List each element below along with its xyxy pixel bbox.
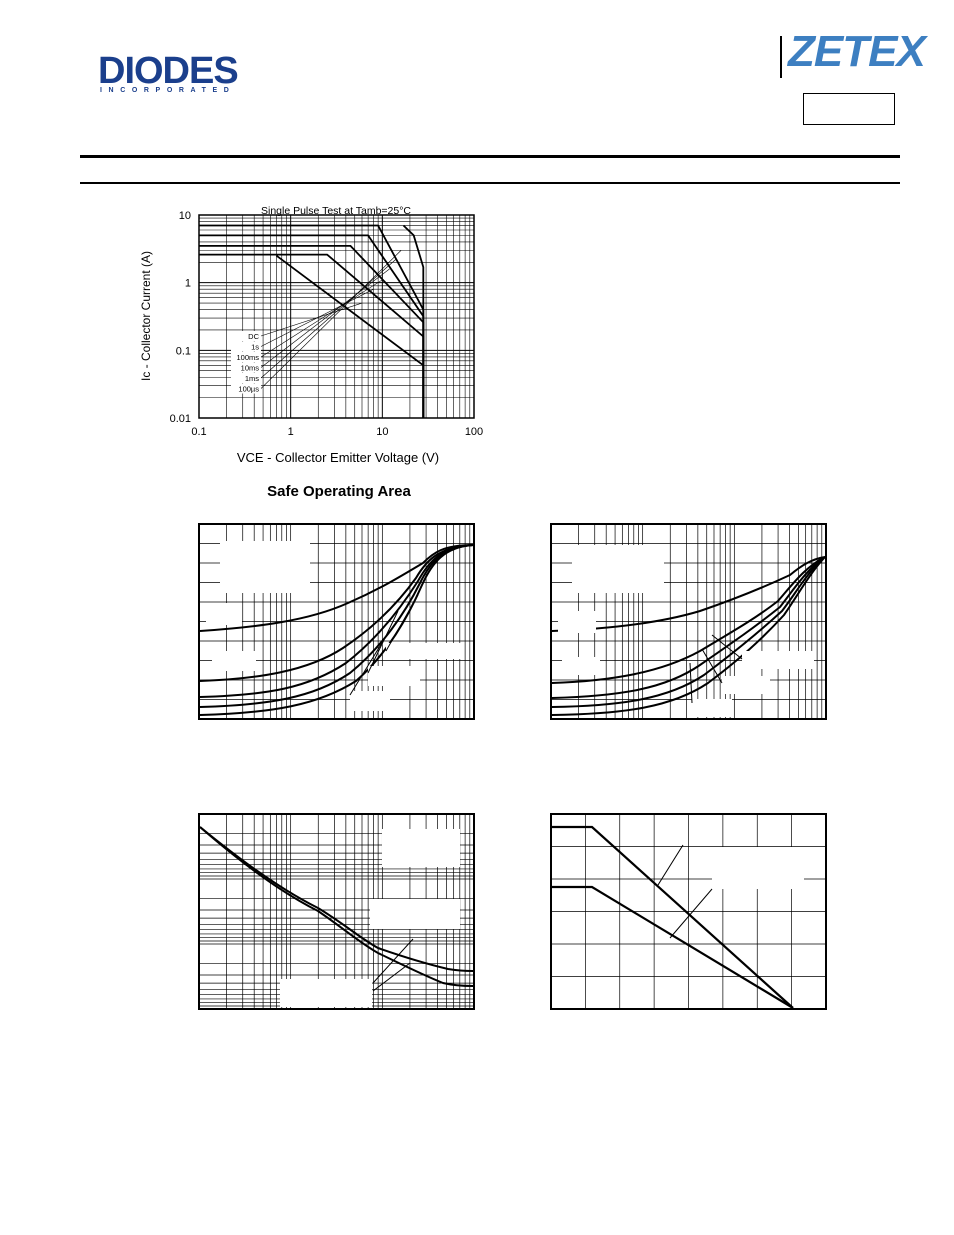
chart-2-label-box [220, 541, 310, 593]
soa-series-line [402, 224, 425, 418]
chart-5-pointer-1 [657, 844, 684, 886]
chart-2-pointer-3 [349, 632, 389, 696]
chart-3-label-a [558, 611, 596, 633]
chart-5-grid [551, 814, 826, 1009]
diodes-logo: DIODES [98, 50, 239, 92]
chart-3-label-box [572, 545, 664, 593]
header-rule-bottom [80, 182, 900, 184]
chart-3 [550, 523, 827, 720]
chart-3-label-c [742, 651, 814, 669]
soa-y-ticks: 10 1 0.1 0.01 [170, 210, 191, 425]
soa-chart-title: Safe Operating Area [267, 483, 411, 500]
soa-legend-guide [260, 288, 374, 347]
chart-5-frame [550, 813, 827, 1010]
chart-5-label-box [712, 847, 804, 889]
chart-4-label-box-2 [370, 899, 460, 929]
soa-legend-label: 1ms [245, 374, 259, 383]
soa-series-line [275, 254, 425, 418]
soa-legend-label: 100ms [236, 353, 259, 362]
chart-2 [198, 523, 475, 720]
soa-legend-bg [231, 331, 261, 341]
soa-y-tick-label: 0.1 [176, 345, 191, 357]
soa-legend-guide [260, 279, 383, 358]
soa-legend-bg [231, 373, 261, 383]
chart-2-pointer-1 [385, 594, 419, 652]
chart-2-label-c [386, 643, 462, 659]
chart-2-label-e [350, 691, 390, 711]
chart-4-pointer-2 [372, 962, 411, 992]
chart-2-curve-1 [199, 544, 474, 632]
soa-subtitle: Single Pulse Test at Tamb=25°C [261, 205, 411, 217]
chart-3-curve-5 [551, 556, 826, 716]
soa-x-tick-label: 1 [288, 426, 294, 438]
chart-4 [198, 813, 475, 1010]
chart-2-curve-2 [199, 544, 474, 682]
chart-3-frame [550, 523, 827, 720]
soa-legend-guide [260, 259, 396, 379]
chart-4-frame [198, 813, 475, 1010]
soa-y-tick-label: 10 [179, 210, 191, 222]
chart-5 [550, 813, 827, 1010]
soa-y-axis-label: Ic - Collector Current (A) [139, 251, 153, 381]
soa-x-tick-label: 100 [465, 426, 483, 438]
soa-grid [198, 215, 474, 419]
soa-legend-label: 100µs [238, 385, 259, 394]
chart-2-label-d [368, 666, 420, 686]
part-number-box [803, 93, 895, 125]
soa-legend-bg [231, 352, 261, 362]
soa-plot-frame [198, 214, 475, 419]
soa-chart: Single Pulse Test at Tamb=25°C 1010.10.0… [139, 205, 483, 465]
soa-legend-bg [231, 362, 261, 373]
soa-legend-guide [260, 302, 363, 337]
chart-5-derating-line-2 [552, 885, 794, 1009]
chart-3-label-b [562, 657, 600, 675]
chart-3-pointer-2 [701, 648, 723, 684]
chart-3-curve-1 [551, 556, 826, 632]
zetex-logo: ZETEX [788, 27, 926, 76]
chart-2-label-b [212, 651, 256, 671]
chart-3-curve-2 [551, 556, 826, 684]
soa-legend-label: DC [248, 332, 259, 341]
chart-3-curve-4 [551, 556, 826, 708]
soa-x-tick-label: 10 [376, 426, 388, 438]
chart-4-label-box-3 [280, 979, 372, 1007]
soa-legend-bg [231, 383, 261, 394]
soa-y-tick-label: 1 [185, 278, 191, 290]
soa-legend-label: 10ms [241, 364, 260, 373]
soa-legend-guide [260, 268, 390, 368]
chart-4-pointer-1 [372, 938, 414, 984]
diodes-tagline: INCORPORATED [100, 87, 236, 94]
soa-legend-label: 1s [251, 343, 259, 352]
chart-2-curve-4 [199, 544, 474, 708]
chart-4-curve-2 [199, 826, 474, 987]
chart-4-curve-1 [199, 826, 474, 972]
chart-5-pointer-2 [669, 888, 713, 939]
soa-series [199, 224, 425, 418]
chart-2-curve-5 [199, 544, 474, 716]
header-rule-top [80, 155, 900, 158]
chart-3-pointer-3 [689, 662, 693, 704]
chart-2-curve-3 [199, 544, 474, 698]
soa-y-tick-label: 0.01 [170, 413, 191, 425]
chart-2-frame [198, 523, 475, 720]
chart-3-label-e [692, 699, 732, 717]
chart-3-pointer-1 [711, 634, 743, 660]
soa-legend-bg [231, 341, 261, 352]
chart-2-label-a [206, 603, 242, 625]
soa-x-ticks: 0.1 1 10 100 [191, 426, 483, 438]
soa-x-tick-label: 0.1 [191, 426, 206, 438]
zetex-divider [780, 36, 782, 78]
chart-4-label-box-1 [382, 829, 460, 867]
soa-x-axis-label: VCE - Collector Emitter Voltage (V) [237, 450, 439, 465]
chart-3-label-d [722, 676, 770, 694]
chart-5-derating-line-1 [552, 825, 794, 1009]
